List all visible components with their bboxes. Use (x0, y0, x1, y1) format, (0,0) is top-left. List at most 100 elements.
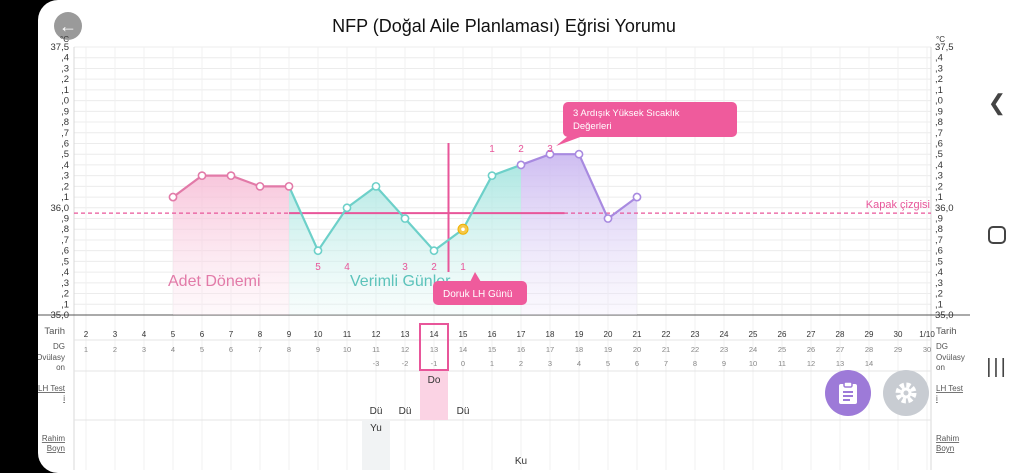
cycle-day: 9 (316, 345, 320, 354)
post-ovulation-area (521, 154, 637, 315)
ovulation-row-label-1: Ovülasy (38, 353, 65, 362)
cycle-day: 3 (142, 345, 146, 354)
y-tick-label-left: ,7 (61, 235, 69, 246)
cycle-day: 12 (401, 345, 409, 354)
cycle-day: 26 (807, 345, 815, 354)
high-temps-callout-tail (556, 136, 583, 146)
unit-left: °C (60, 35, 69, 44)
y-tick-label-left: ,1 (61, 192, 69, 203)
back-button[interactable]: ← (54, 12, 82, 40)
ovulation-day: -1 (431, 359, 438, 368)
date-tick: 20 (604, 330, 613, 339)
data-point (516, 160, 526, 170)
cycle-day: 10 (343, 345, 351, 354)
low-temp-count: 2 (431, 262, 437, 273)
y-tick-label-right: ,4 (935, 267, 943, 278)
lh-row-label-2: i (63, 394, 65, 403)
y-tick-label-left: 36,0 (51, 203, 70, 214)
date-tick: 22 (662, 330, 671, 339)
high-temps-callout-text-2: Değerleri (573, 121, 612, 132)
fertile-area (289, 164, 521, 315)
cycle-day: 1 (84, 345, 88, 354)
nav-home-button[interactable] (982, 220, 1012, 250)
lh-value: Dü (399, 406, 412, 417)
y-tick-label-left: 35,0 (51, 310, 70, 321)
date-tick: 6 (200, 330, 205, 339)
data-point (574, 149, 584, 159)
ovulation-day: -2 (402, 359, 409, 368)
data-point (429, 246, 439, 256)
ovulation-day: 7 (664, 359, 668, 368)
cycle-day: 21 (662, 345, 670, 354)
cycle-day: 19 (604, 345, 612, 354)
y-tick-label-right: ,6 (935, 246, 943, 257)
date-tick: 26 (778, 330, 787, 339)
gear-icon (895, 382, 917, 404)
cycle-day: 30 (923, 345, 931, 354)
cycle-day: 22 (691, 345, 699, 354)
y-tick-label-right: ,4 (935, 160, 943, 171)
cycle-day: 2 (113, 345, 117, 354)
lh-peak-callout (433, 281, 527, 305)
y-tick-label-left: ,3 (61, 63, 69, 74)
data-point (487, 171, 497, 181)
ovulation-day: -3 (373, 359, 380, 368)
nav-back-button[interactable]: ❮ (982, 88, 1012, 118)
date-tick: 27 (807, 330, 816, 339)
cycle-day: 14 (459, 345, 467, 354)
data-point (545, 149, 555, 159)
recent-apps-icon: ||| (986, 355, 1008, 378)
data-point (313, 246, 323, 256)
ovulation-day: 5 (606, 359, 610, 368)
lh-peak-column (420, 371, 448, 420)
data-point (284, 181, 294, 191)
date-tick: 10 (314, 330, 323, 339)
ovulation-day: 4 (577, 359, 581, 368)
data-point (342, 203, 352, 213)
data-point (400, 214, 410, 223)
ovulation-day: 2 (519, 359, 523, 368)
lh-row-label-1: LH Test (38, 384, 66, 393)
date-tick: 3 (113, 330, 118, 339)
cycle-day: 20 (633, 345, 641, 354)
cycle-day: 29 (894, 345, 902, 354)
y-tick-label-left: ,1 (61, 85, 69, 96)
cervix-shaded-col (362, 420, 390, 470)
ovulation-row-label-1-right: Ovülasy (936, 353, 965, 362)
y-tick-label-left: ,4 (61, 160, 69, 171)
y-tick-label-right: ,7 (935, 128, 943, 139)
cycle-day: 15 (488, 345, 496, 354)
clipboard-icon (839, 381, 857, 404)
date-tick: 28 (836, 330, 845, 339)
cycle-day: 7 (258, 345, 262, 354)
low-temp-count: 5 (315, 262, 321, 273)
nav-recent-button[interactable]: ||| (982, 352, 1012, 382)
settings-button[interactable] (883, 370, 929, 416)
data-point (603, 214, 613, 223)
data-point (197, 171, 207, 181)
app-screen: ← NFP (Doğal Aile Planlaması) Eğrisi Yor… (38, 0, 970, 473)
cycle-day: 27 (836, 345, 844, 354)
date-tick: 9 (287, 330, 292, 339)
cycle-day: 11 (372, 345, 380, 354)
date-row-label-right: Tarih (936, 326, 957, 337)
date-tick: 13 (401, 330, 410, 339)
y-tick-label-left: ,8 (61, 224, 69, 235)
notes-button[interactable] (825, 370, 871, 416)
android-nav-bar: ❮ ||| (970, 0, 1024, 473)
y-tick-label-left: ,0 (61, 96, 69, 107)
ovulation-row-label-2-right: on (936, 363, 945, 372)
lh-peak-callout-tail (470, 272, 481, 282)
y-tick-label-left: 37,5 (51, 42, 70, 53)
date-tick: 11 (343, 330, 352, 339)
cycle-day: 13 (430, 345, 438, 354)
date-tick: 15 (459, 330, 468, 339)
cervix-row-label-2: Boyn (47, 444, 65, 453)
y-tick-label-right: ,2 (935, 74, 943, 85)
y-tick-label-right: 37,5 (935, 42, 954, 53)
fertile-region-label: Verimli Günler (350, 273, 451, 290)
y-tick-label-left: ,3 (61, 171, 69, 182)
y-tick-label-left: ,6 (61, 138, 69, 149)
cycle-day: 8 (287, 345, 291, 354)
y-tick-label-right: ,3 (935, 278, 943, 289)
